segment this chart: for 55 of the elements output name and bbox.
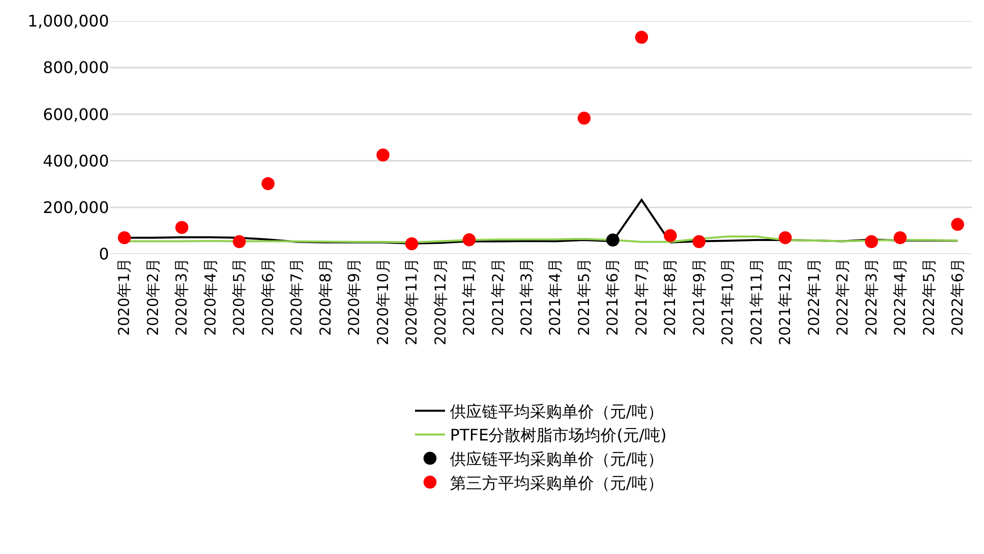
point: [118, 231, 131, 244]
x-tick-label: 2020年6月: [258, 258, 277, 336]
point: [405, 237, 418, 250]
x-tick-label: 2021年4月: [546, 258, 564, 336]
legend-label: 供应链平均采购单价（元/吨）: [450, 450, 664, 469]
x-tick-label: 2020年3月: [172, 258, 191, 336]
x-tick-label: 2022年4月: [891, 258, 910, 336]
x-tick-label: 2021年11月: [747, 258, 766, 346]
x-tick-label: 2021年9月: [690, 258, 708, 336]
x-tick-label: 2022年2月: [834, 258, 852, 336]
y-tick-label: 200,000: [42, 198, 109, 217]
x-tick-label: 2021年7月: [632, 258, 650, 336]
y-tick-label: 1,000,000: [28, 12, 109, 31]
y-tick-label: 400,000: [42, 151, 109, 170]
point: [376, 148, 390, 162]
x-tick-label: 2020年2月: [144, 258, 162, 336]
x-tick-label: 2020年8月: [316, 258, 334, 336]
y-tick-label: 0: [98, 244, 109, 264]
x-tick-label: 2021年10月: [718, 258, 737, 346]
x-tick-label: 2021年12月: [776, 258, 794, 346]
x-tick-label: 2022年5月: [920, 258, 938, 336]
x-tick-label: 2020年11月: [402, 258, 421, 346]
x-tick-label: 2020年9月: [345, 258, 364, 336]
x-tick-label: 2022年6月: [948, 258, 967, 336]
x-tick-label: 2021年3月: [518, 258, 536, 336]
point: [606, 234, 620, 247]
point: [175, 220, 188, 234]
point: [664, 229, 677, 242]
x-tick-label: 2020年7月: [288, 258, 306, 336]
x-tick-label: 2022年1月: [804, 258, 823, 336]
x-tick-label: 2020年5月: [230, 258, 248, 336]
x-tick-label: 2020年12月: [431, 258, 450, 346]
point: [232, 235, 246, 248]
y-tick-label: 800,000: [42, 58, 109, 78]
point: [951, 218, 964, 231]
x-tick-label: 2020年4月: [201, 258, 220, 336]
x-tick-label: 2021年6月: [604, 258, 622, 336]
point: [635, 30, 648, 44]
legend-label: 供应链平均采购单价（元/吨）: [450, 402, 664, 421]
point: [578, 112, 591, 125]
point: [462, 233, 476, 246]
y-tick-label: 600,000: [42, 104, 109, 124]
point: [262, 177, 275, 190]
x-tick-label: 2020年1月: [115, 258, 134, 336]
point: [778, 231, 792, 244]
x-tick-label: 2020年10月: [374, 258, 392, 346]
point: [864, 235, 878, 248]
point: [894, 231, 907, 244]
x-tick-label: 2021年1月: [460, 258, 478, 336]
point: [692, 235, 706, 248]
x-tick-label: 2021年8月: [661, 258, 680, 336]
x-tick-label: 2021年2月: [488, 258, 507, 336]
legend-label: 第三方平均采购单价（元/吨）: [450, 473, 664, 492]
x-tick-label: 2022年3月: [862, 258, 880, 336]
x-tick-label: 2021年5月: [574, 258, 593, 336]
